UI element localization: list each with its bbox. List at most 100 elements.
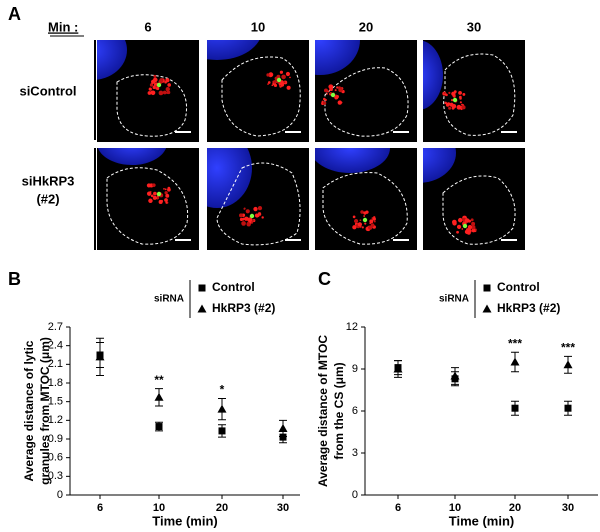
granule [245,209,250,214]
granule [448,91,451,95]
micrograph-content [207,40,301,137]
y-tick-label: 12 [346,321,358,333]
marker [450,371,460,380]
granule [241,221,246,226]
granule [456,230,459,234]
marker [155,423,163,431]
granule [359,219,362,222]
granule [149,83,154,87]
marker [198,284,206,292]
nucleus [423,148,456,183]
granule [164,188,167,191]
marker [217,404,227,413]
granule [328,84,334,90]
y-tick-label: 3 [352,447,358,459]
granule [471,221,476,226]
marker [95,352,105,361]
column-label: 6 [144,19,151,34]
significance: * [220,383,225,397]
granule [334,89,337,92]
marker [197,304,207,313]
panel-label: C [318,269,331,289]
y-tick-label: 2.1 [48,358,63,370]
legend-entry: Control [212,280,255,294]
x-tick-label: 6 [395,502,401,514]
granule [281,74,286,80]
x-tick-label: 20 [216,502,228,514]
nucleus [207,148,252,208]
granule [352,225,357,230]
granule [467,225,473,230]
marker [154,392,164,401]
y-tick-label: 0.3 [48,470,63,482]
granule [158,199,163,204]
granule [285,71,291,77]
y-tick-label: 6 [352,405,358,417]
granule [159,78,164,83]
mtoc [276,77,282,83]
granule [363,211,367,215]
granule [166,91,169,95]
granule [150,194,154,198]
granule [443,91,446,94]
granule [167,83,172,87]
micrograph-bg [97,148,199,250]
panel-label: B [8,269,21,289]
granule [464,229,470,235]
granule [266,73,270,77]
legend-title: siRNA [439,294,469,305]
y-tick-label: 1.2 [48,414,63,426]
x-tick-label: 20 [509,502,521,514]
mtoc [452,97,458,103]
cell-outline [324,67,409,137]
micrograph [97,40,199,142]
granule [253,206,258,212]
granule [324,99,327,102]
granule [286,85,291,90]
granule [252,219,255,222]
micrograph [423,40,525,142]
significance: ** [154,373,164,387]
legend-entry: Control [497,280,540,294]
y-tick-label: 2.7 [48,321,63,333]
granule [153,78,157,81]
granule [147,91,152,95]
granule [453,90,457,94]
row-label: siControl [19,83,76,98]
granule [239,217,243,222]
micrograph-content [97,148,189,245]
cell-outline [106,167,189,245]
granule [452,94,456,98]
granule [459,101,462,104]
mtoc [156,82,162,88]
legend-entry: HkRP3 (#2) [497,301,560,315]
granule [456,104,462,110]
micrograph-content [97,40,187,137]
granule [245,218,248,221]
granule [468,228,471,232]
nucleus [97,148,167,165]
granule [242,218,245,221]
granule [357,222,362,227]
granule [243,207,246,210]
cell-outline [221,56,301,137]
min-label: Min : [48,19,78,34]
x-axis-label: Time (min) [152,513,218,528]
granule [148,87,152,91]
granule [458,95,462,99]
column-label: 20 [359,19,373,34]
granule [268,72,274,78]
y-tick-label: 1.5 [48,396,63,408]
granule [153,74,157,78]
y-tick-label: 2.4 [48,340,63,352]
nucleus [315,40,360,75]
granule [470,218,474,222]
granule [273,83,278,88]
column-label: 30 [467,19,481,34]
nucleus [315,148,390,173]
micrograph [315,148,417,250]
mtoc [330,92,336,98]
granule [444,101,447,105]
granule [148,198,153,203]
row-label: siHkRP3 [22,173,75,188]
